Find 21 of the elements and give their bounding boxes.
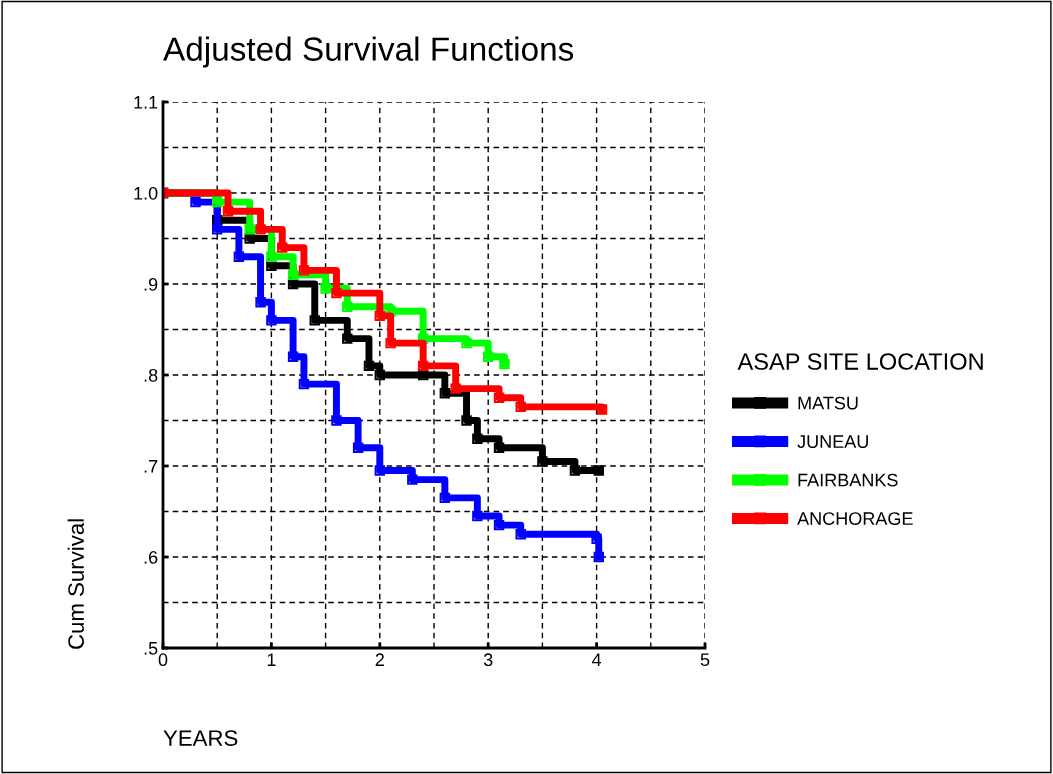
legend-label: MATSU: [798, 396, 858, 410]
x-tick-label: 2: [375, 653, 384, 666]
y-tick-label: .7: [144, 460, 158, 473]
y-tick-label: .5: [144, 642, 158, 655]
x-tick-label: 3: [483, 653, 493, 667]
x-tick-label: 0: [158, 653, 168, 667]
legend-label: FAIRBANKS: [798, 473, 898, 487]
y-tick-label: 1.0: [134, 186, 158, 200]
x-tick-label: 5: [700, 653, 710, 667]
legend-label: JUNEAU: [797, 435, 868, 448]
y-axis-title: Cum Survival: [67, 519, 84, 649]
y-tick-label: .8: [144, 368, 158, 382]
y-tick-label: .9: [144, 277, 158, 291]
chart-title: Adjusted Survival Functions: [163, 36, 574, 68]
x-tick-label: 1: [267, 653, 276, 666]
legend-label: ANCHORAGE: [797, 512, 913, 525]
y-tick-label: 1.1: [134, 96, 158, 109]
x-tick-label: 4: [591, 653, 602, 666]
x-axis-title: YEARS: [163, 730, 238, 746]
legend-title: ASAP SITE LOCATION: [737, 353, 983, 370]
y-tick-label: .6: [144, 550, 158, 564]
